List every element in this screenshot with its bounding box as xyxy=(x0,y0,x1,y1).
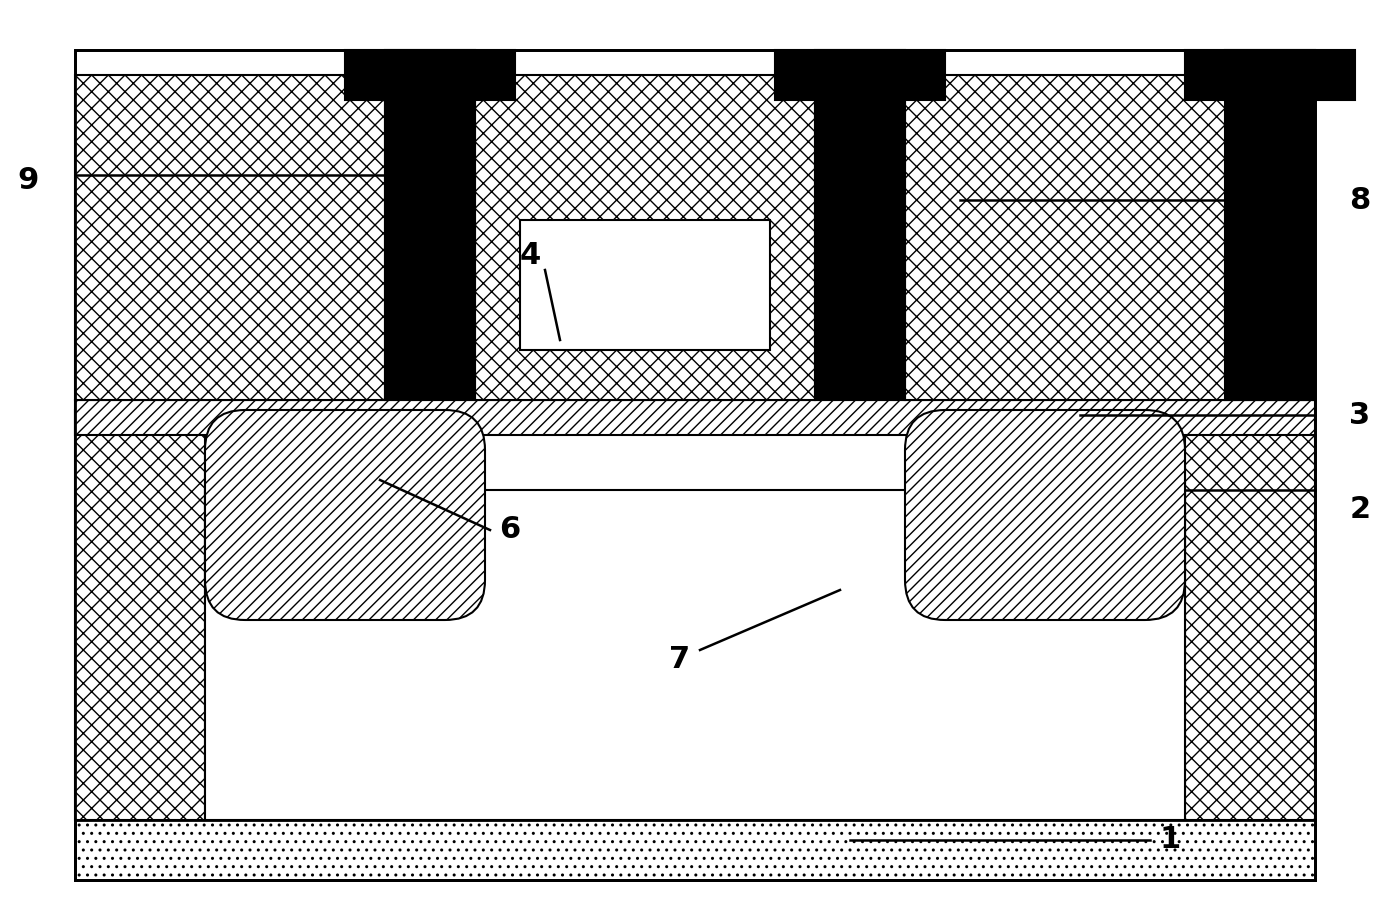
Bar xyxy=(75,400,1315,435)
FancyBboxPatch shape xyxy=(205,410,485,620)
Bar xyxy=(75,820,1315,880)
Bar xyxy=(1224,50,1315,400)
Bar xyxy=(205,490,1185,820)
Text: 8: 8 xyxy=(1350,185,1371,215)
Text: 9: 9 xyxy=(17,165,39,194)
Text: 6: 6 xyxy=(499,515,521,545)
Text: 4: 4 xyxy=(520,240,540,270)
Bar xyxy=(345,50,515,100)
FancyBboxPatch shape xyxy=(905,410,1185,620)
Bar xyxy=(775,50,944,100)
Text: 2: 2 xyxy=(1350,495,1371,525)
Bar xyxy=(1185,410,1315,820)
Text: 3: 3 xyxy=(1350,401,1371,429)
Bar xyxy=(815,50,905,400)
Bar xyxy=(384,50,475,400)
Bar xyxy=(75,50,1315,880)
Bar xyxy=(75,75,384,400)
Bar xyxy=(520,220,770,350)
Text: 1: 1 xyxy=(1159,825,1181,855)
Bar xyxy=(475,75,815,400)
Text: 7: 7 xyxy=(670,646,691,675)
Bar xyxy=(75,50,1315,880)
Bar xyxy=(1185,50,1355,100)
Bar xyxy=(75,410,205,820)
Bar xyxy=(905,75,1315,400)
